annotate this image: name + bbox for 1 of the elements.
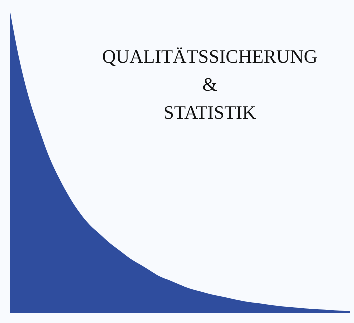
text: QUALITÄTSSICHERUNG & STATISTIK	[102, 47, 318, 124]
